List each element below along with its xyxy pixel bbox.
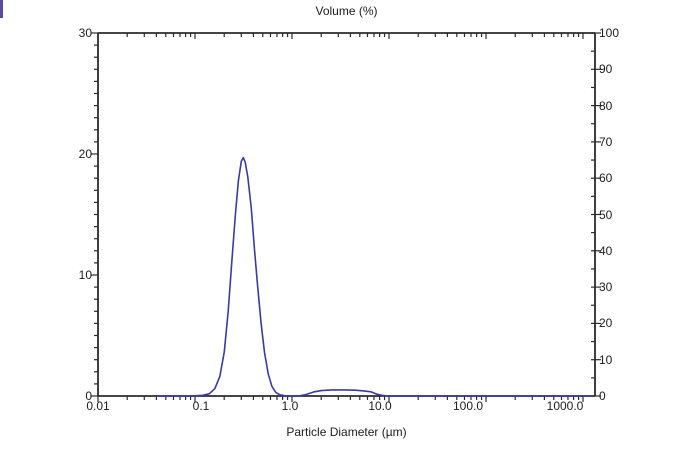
- y-left-tick-label: 30: [78, 26, 92, 40]
- series-volume-distribution: [156, 156, 595, 397]
- y-right-tick-label: 20: [599, 316, 613, 331]
- x-tick-label: 1000.0: [546, 399, 584, 413]
- left-axis-ticks: [91, 32, 98, 397]
- x-axis-label: Particle Diameter (µm): [286, 425, 407, 439]
- chart-title: Volume (%): [315, 4, 378, 18]
- x-tick-label: 100.0: [452, 399, 484, 413]
- x-tick-label: 10.0: [368, 399, 392, 413]
- y-right-tick-label: 30: [599, 280, 613, 295]
- y-right-tick-label: 60: [599, 171, 613, 186]
- y-right-tick-label: 40: [599, 243, 613, 258]
- y-left-tick-label: 0: [85, 389, 92, 403]
- x-tick-label: 0.01: [86, 399, 110, 413]
- x-tick-label: 1.0: [281, 399, 299, 413]
- right-axis-ticks: [591, 32, 601, 397]
- y-right-tick-label: 80: [599, 98, 613, 113]
- window-accent-bar: [0, 0, 3, 18]
- y-left-tick-label: 20: [78, 147, 92, 161]
- y-left-tick-label: 10: [78, 268, 92, 282]
- y-right-tick-label: 10: [599, 352, 613, 367]
- axes-box: [97, 32, 596, 397]
- x-tick-label: 0.1: [192, 399, 210, 413]
- y-right-tick-label: 70: [599, 134, 613, 149]
- y-right-tick-label: 90: [599, 62, 613, 77]
- y-right-tick-label: 100: [599, 26, 620, 40]
- x-axis-ticks: [97, 33, 584, 402]
- y-right-tick-label: 50: [599, 207, 613, 222]
- volume-distribution-curve: [156, 156, 595, 397]
- y-right-tick-label: 0: [599, 389, 606, 403]
